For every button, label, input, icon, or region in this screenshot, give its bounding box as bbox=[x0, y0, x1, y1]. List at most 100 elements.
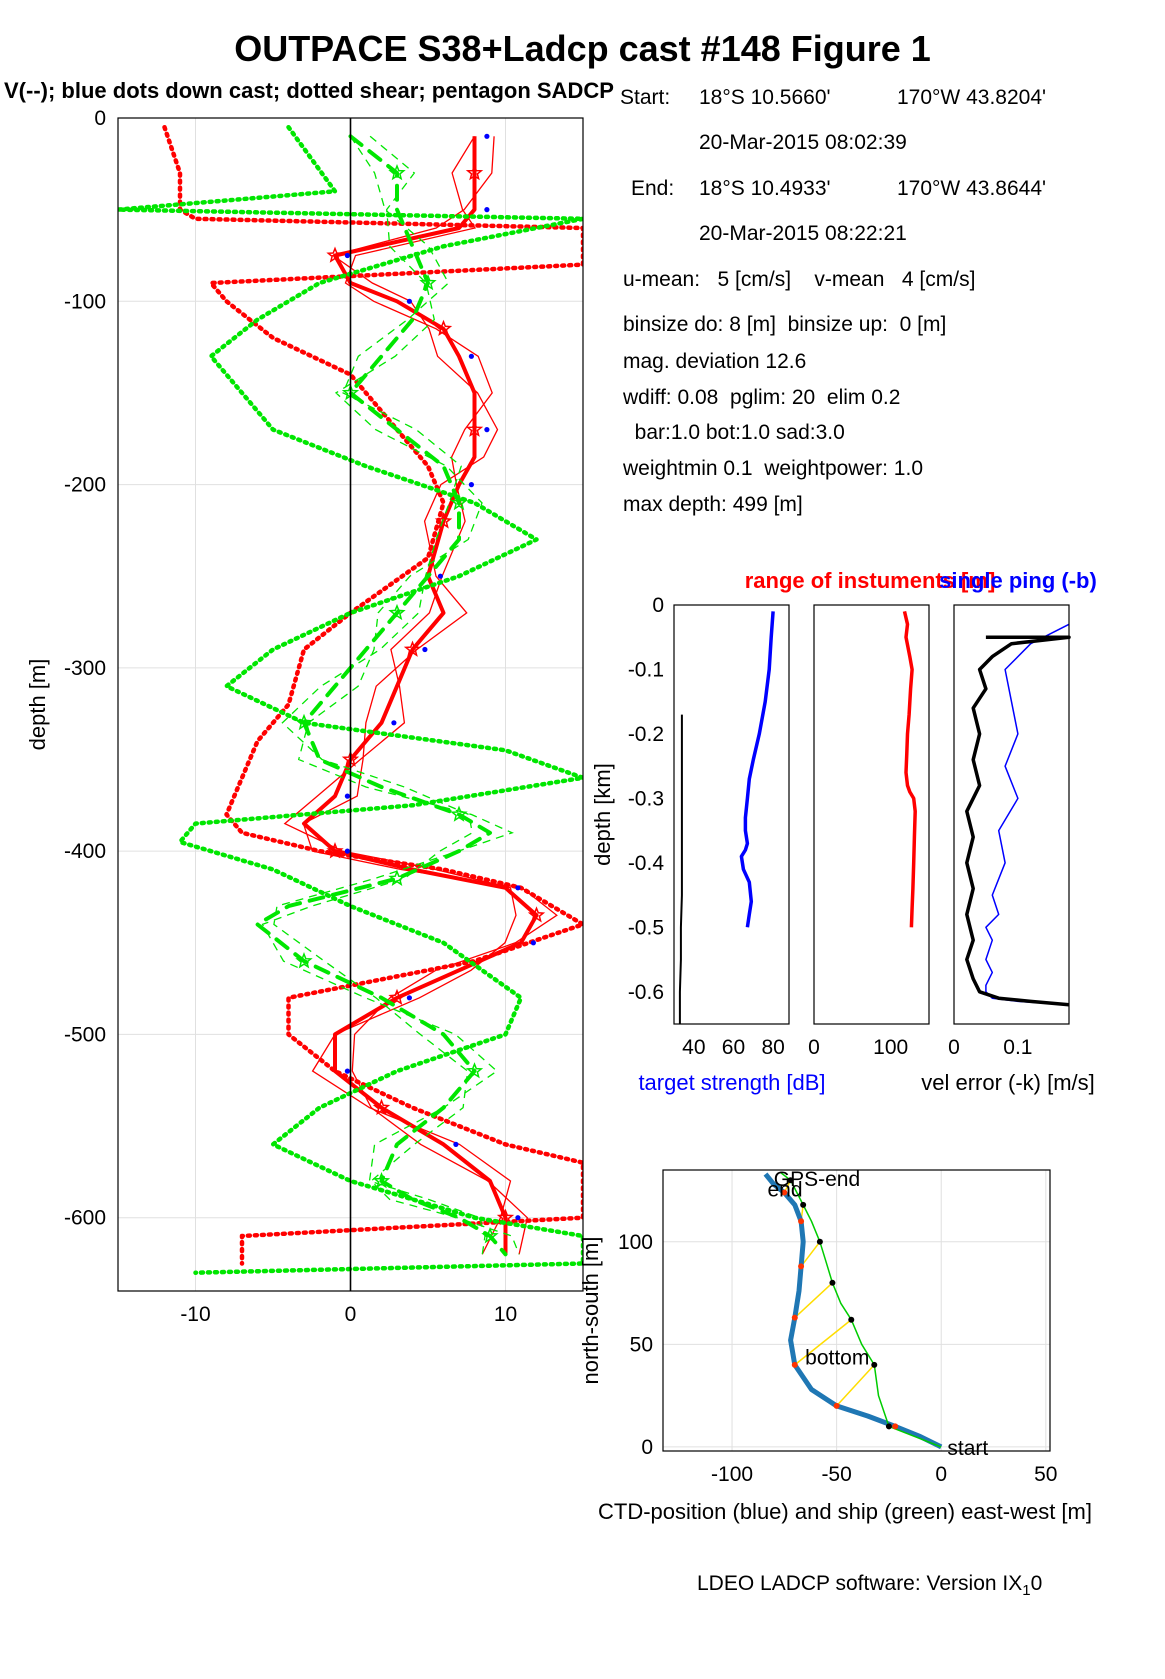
velocity_profile-ytick-label: -400 bbox=[64, 840, 106, 863]
target-strength-ytick-label: 0 bbox=[652, 594, 664, 617]
position-ship-marker bbox=[871, 1361, 878, 1368]
position-ship-ctd-link bbox=[800, 1241, 821, 1267]
position-ctd-marker bbox=[791, 1314, 798, 1321]
position-annotation: bottom bbox=[805, 1347, 869, 1370]
velocity_profile-xtick-label: -10 bbox=[180, 1303, 210, 1326]
velocity_profile-downcast-dot bbox=[344, 848, 350, 854]
velocity_profile-star-marker bbox=[388, 603, 406, 621]
velocity_profile-star-marker bbox=[527, 906, 546, 923]
position-annotation: GPS-end bbox=[774, 1168, 860, 1191]
weight-settings: weightmin 0.1 weightpower: 1.0 bbox=[623, 457, 923, 480]
start-time: 20-Mar-2015 08:02:39 bbox=[699, 131, 907, 154]
velocity_profile-ytick-label: -500 bbox=[64, 1023, 106, 1046]
position-ctd-marker bbox=[833, 1402, 840, 1409]
range_panel-xtick-label: 100 bbox=[873, 1036, 908, 1059]
footer-subscript: 1 bbox=[1022, 1582, 1031, 1600]
velocity_profile-ylabel: depth [m] bbox=[25, 659, 50, 751]
range_panel-axes-box bbox=[813, 604, 930, 1025]
footer-tail: 0 bbox=[1030, 1572, 1043, 1595]
velocity_profile-ytick-label: -200 bbox=[64, 474, 106, 497]
target_strength-xtick-label: 60 bbox=[722, 1036, 745, 1059]
target_strength-axes-box bbox=[673, 604, 790, 1025]
start-lon: 170°W 43.8204' bbox=[897, 86, 1047, 109]
velocity_profile-star-marker bbox=[434, 319, 453, 337]
velocity_profile-series-u-trace bbox=[302, 136, 558, 1255]
velocity_profile-star-marker bbox=[419, 273, 437, 291]
bar-settings: bar:1.0 bot:1.0 sad:3.0 bbox=[623, 421, 845, 444]
velocity_profile-star-marker bbox=[450, 805, 468, 822]
velocity_profile-downcast-dot bbox=[344, 1068, 350, 1074]
target_strength-series-target-strength bbox=[739, 611, 775, 928]
velocity_profile-star-marker bbox=[372, 1098, 391, 1116]
velocity_profile-downcast-dot bbox=[484, 427, 490, 433]
velocity_profile-downcast-dot bbox=[468, 482, 474, 488]
velocity_profile-star-marker bbox=[388, 988, 406, 1006]
mag-deviation: mag. deviation 12.6 bbox=[623, 350, 807, 373]
position-annotation: start bbox=[947, 1437, 988, 1460]
velocity_profile-star-marker bbox=[481, 1226, 499, 1244]
target-strength-ytick-label: -0.5 bbox=[628, 916, 664, 939]
target-strength-ylabel: depth [km] bbox=[590, 763, 615, 866]
velocity_profile-downcast-dot bbox=[391, 720, 397, 726]
target_strength-series-range bbox=[678, 714, 683, 1024]
velocity_error-series-single-ping bbox=[985, 623, 1070, 1006]
position-annotation: end bbox=[768, 1178, 803, 1201]
velocity_profile-downcast-dot bbox=[484, 207, 490, 213]
position-xtick-label: -50 bbox=[821, 1463, 851, 1486]
position-ship-marker bbox=[787, 1177, 794, 1184]
position-xtick-label: 0 bbox=[935, 1463, 947, 1486]
position-xlabel: CTD-position (blue) and ship (green) eas… bbox=[598, 1499, 1092, 1524]
position-ship-marker bbox=[885, 1423, 892, 1430]
velocity_profile-xtick-label: 10 bbox=[494, 1303, 517, 1326]
velocity_profile-downcast-dot bbox=[344, 793, 350, 799]
max-depth: max depth: 499 [m] bbox=[623, 493, 803, 516]
position-ship-marker bbox=[816, 1238, 823, 1245]
target-strength-xlabel: target strength [dB] bbox=[638, 1070, 825, 1095]
velocity_profile-downcast-dot bbox=[422, 646, 428, 653]
end-lat: 18°S 10.4933' bbox=[699, 177, 831, 200]
velocity_profile-star-marker bbox=[465, 1062, 484, 1079]
velocity_profile-star-marker bbox=[388, 163, 406, 181]
velocity_profile-ytick-label: -600 bbox=[64, 1207, 106, 1230]
position-ytick-label: 0 bbox=[641, 1436, 653, 1459]
position-ytick-label: 100 bbox=[618, 1231, 653, 1254]
velocity_profile-ytick-label: 0 bbox=[94, 107, 106, 130]
position-ship-marker bbox=[800, 1201, 807, 1208]
velocity_profile-downcast-dot bbox=[484, 133, 490, 139]
velocity_profile-downcast-dot bbox=[515, 885, 521, 891]
position-ship-ctd-link bbox=[794, 1319, 852, 1366]
end-time: 20-Mar-2015 08:22:21 bbox=[699, 222, 907, 245]
target_strength-xtick-label: 80 bbox=[761, 1036, 784, 1059]
range_panel-series-range bbox=[902, 611, 917, 928]
position-ship-ctd-link bbox=[794, 1282, 833, 1319]
velocity_profile-ytick-label: -100 bbox=[64, 290, 106, 313]
velocity-error-xlabel: vel error (-k) [m/s] bbox=[921, 1070, 1095, 1095]
figure-subtitle: V(--); blue dots down cast; dotted shear… bbox=[4, 78, 614, 103]
velocity_profile-downcast-dot bbox=[406, 298, 412, 304]
start-lat: 18°S 10.5660' bbox=[699, 86, 831, 109]
adcp-panel-title: range of instuments [m] bbox=[745, 568, 996, 593]
position-ctd-marker bbox=[781, 1189, 788, 1196]
velocity_profile-series-v-shear bbox=[118, 124, 583, 1275]
position-ctd-marker bbox=[791, 1361, 798, 1368]
position-ship-ctd-link bbox=[836, 1364, 875, 1407]
end-lon: 170°W 43.8644' bbox=[897, 177, 1047, 200]
target-strength-ytick-label: -0.6 bbox=[628, 981, 664, 1004]
velocity_profile-downcast-dot bbox=[406, 995, 412, 1001]
velocity_profile-series-v-trace bbox=[273, 135, 520, 1255]
velocity_profile-ytick-label: -300 bbox=[64, 657, 106, 680]
position-ylabel: north-south [m] bbox=[578, 1237, 603, 1385]
velocity_error-series-vel-error bbox=[965, 635, 1071, 1007]
velocity_error-xtick-label: 0.1 bbox=[1003, 1036, 1032, 1059]
velocity_profile-star-marker bbox=[465, 163, 484, 181]
velocity_profile-series-u bbox=[302, 136, 539, 1255]
velocity_profile-star-marker bbox=[295, 952, 313, 969]
target-strength-ytick-label: -0.3 bbox=[628, 787, 664, 810]
software-version: LDEO LADCP software: Version IX10 bbox=[697, 1572, 1042, 1599]
position-series-CTD-position bbox=[763, 1172, 943, 1450]
velocity_profile-star-marker bbox=[326, 246, 344, 263]
velocity_profile-downcast-dot bbox=[468, 353, 474, 359]
range_panel-xtick-label: 0 bbox=[808, 1036, 820, 1059]
position-series-ship bbox=[779, 1171, 942, 1448]
